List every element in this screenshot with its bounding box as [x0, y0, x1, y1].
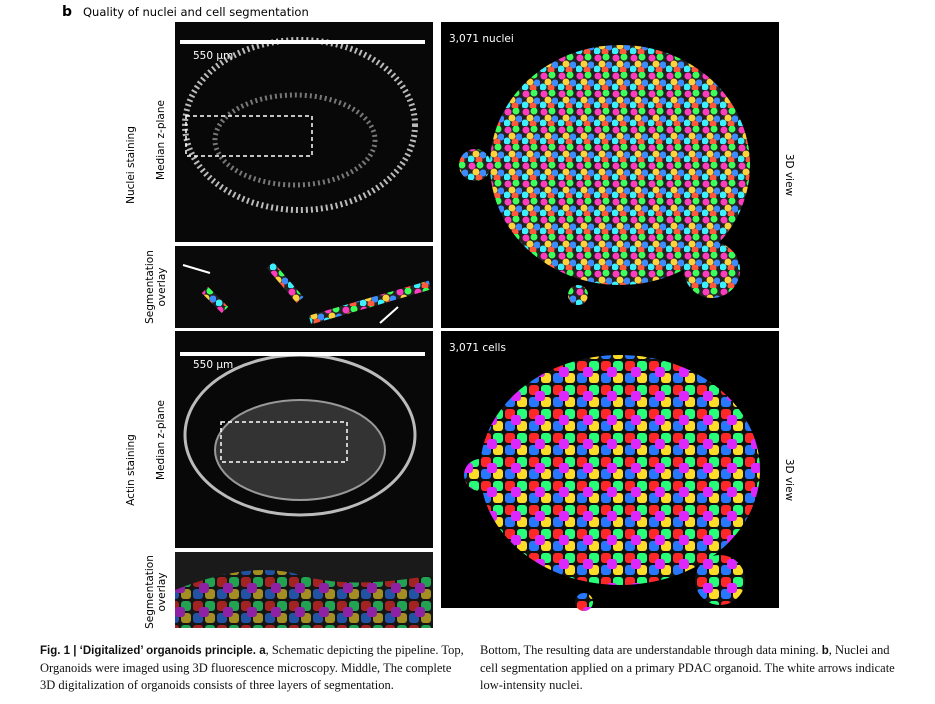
overlay-label: Segmentationoverlay	[144, 555, 168, 629]
plane-label: Median z-plane	[155, 400, 167, 480]
arrow	[182, 264, 399, 324]
scale-bar-label: 550 µm	[193, 359, 233, 371]
organoid-inner	[214, 399, 386, 501]
view-label: 3D view	[783, 154, 795, 197]
labels: Nuclei staining Median z-plane Segmentatio…	[125, 33, 795, 629]
figure-panels: b Quality of nuclei and cell segmentatio…	[62, 4, 795, 629]
organoid-inner	[212, 92, 378, 188]
staining-label: Nuclei staining	[125, 126, 137, 204]
organoid-outline	[182, 37, 418, 213]
overlay-cells	[175, 570, 433, 628]
view-label: 3D view	[783, 459, 795, 502]
staining-label: Actin staining	[125, 434, 137, 506]
nuclei-3d-organoid	[490, 45, 750, 285]
bud	[575, 593, 593, 611]
overlay-nuclei	[201, 262, 432, 325]
zoom-box	[185, 115, 313, 157]
bud	[684, 242, 740, 298]
zoom-box	[220, 421, 348, 463]
nuclei-image	[175, 22, 433, 242]
panel-title: Quality of nuclei and cell segmentation	[83, 5, 309, 19]
plane-label: Median z-plane	[155, 100, 167, 180]
bud	[695, 555, 745, 605]
caption-column: Bottom, The resulting data are understan…	[480, 642, 900, 694]
count-label: 3,071 cells	[449, 342, 506, 354]
panel-label: b	[62, 4, 72, 20]
caption-text: a	[259, 645, 266, 657]
bud	[568, 285, 588, 305]
scale-bar-label: 550 µm	[193, 50, 233, 62]
caption-text: Fig. 1 | ‘Digitalized’ organoids princip…	[40, 645, 260, 657]
bud	[464, 459, 496, 491]
caption-column: Fig. 1 | ‘Digitalized’ organoids princip…	[40, 642, 465, 694]
caption-text: Bottom, The resulting data are understan…	[480, 643, 822, 657]
overlay-label: Segmentationoverlay	[144, 250, 168, 324]
caption-text: , Schematic depicting the pipeline. Top,…	[40, 643, 467, 692]
cells-3d-organoid	[480, 355, 760, 585]
count-label: 3,071 nuclei	[449, 33, 514, 45]
caption-text: b	[821, 645, 829, 657]
overlay-image	[175, 246, 433, 328]
bud	[459, 149, 491, 181]
caption-text: , Nuclei and cell segmentation applied o…	[480, 643, 898, 692]
